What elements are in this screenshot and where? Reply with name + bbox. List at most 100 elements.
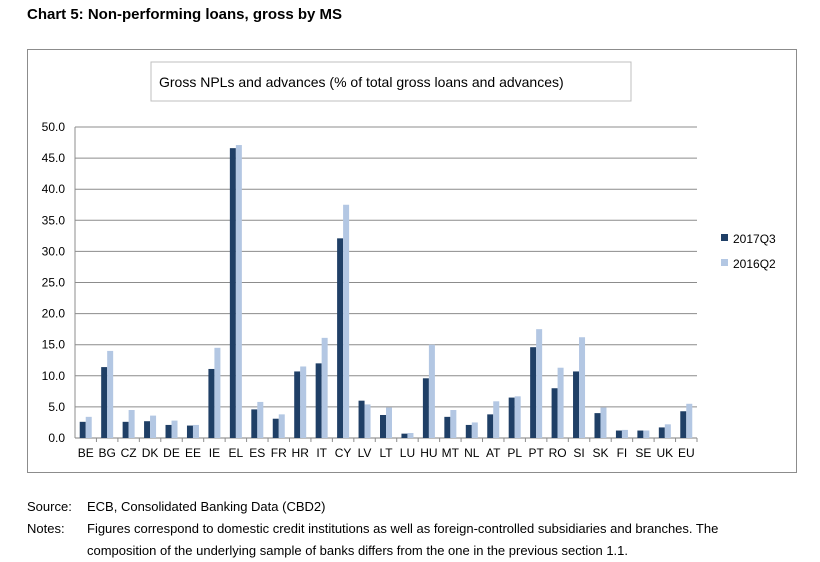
bar-2016Q2-DK bbox=[150, 415, 157, 438]
bar-2016Q2-EU bbox=[686, 403, 693, 438]
bar-2017Q3-PT bbox=[530, 347, 537, 438]
bar-2017Q3-LU bbox=[401, 433, 408, 438]
bar-2016Q2-ES bbox=[257, 401, 264, 438]
x-tick-label: EE bbox=[185, 446, 201, 460]
footer: Source: ECB, Consolidated Banking Data (… bbox=[27, 496, 787, 562]
bar-2017Q3-CY bbox=[337, 238, 344, 438]
x-tick-label: LV bbox=[358, 446, 372, 460]
bar-2017Q3-HR bbox=[294, 371, 301, 438]
y-tick-label: 0.0 bbox=[48, 431, 65, 445]
x-tick-label: EL bbox=[229, 446, 244, 460]
bar-2017Q3-FI bbox=[615, 430, 622, 438]
bar-2017Q3-EU bbox=[680, 411, 687, 438]
y-tick-label: 30.0 bbox=[42, 244, 66, 258]
x-tick-label: DE bbox=[163, 446, 180, 460]
x-tick-label: FR bbox=[271, 446, 287, 460]
x-tick-label: LT bbox=[379, 446, 393, 460]
chart-title: Gross NPLs and advances (% of total gros… bbox=[159, 74, 564, 90]
bar-2017Q3-EL bbox=[229, 148, 236, 438]
bar-2016Q2-EL bbox=[235, 145, 242, 438]
bar-2016Q2-UK bbox=[664, 424, 671, 438]
bar-2016Q2-HR bbox=[300, 366, 307, 438]
notes-row: Notes: Figures correspond to domestic cr… bbox=[27, 518, 787, 562]
legend-label: 2016Q2 bbox=[733, 257, 776, 271]
bar-2017Q3-MT bbox=[444, 416, 451, 438]
y-tick-label: 35.0 bbox=[42, 213, 66, 227]
y-tick-label: 15.0 bbox=[42, 338, 66, 352]
bar-2016Q2-HU bbox=[428, 344, 435, 438]
bar-2016Q2-AT bbox=[493, 401, 500, 438]
y-tick-label: 5.0 bbox=[48, 400, 65, 414]
x-tick-label: AT bbox=[486, 446, 501, 460]
bar-2016Q2-EE bbox=[192, 424, 199, 438]
bar-2016Q2-SI bbox=[579, 337, 586, 438]
bar-2017Q3-ES bbox=[251, 409, 258, 438]
bar-2017Q3-DE bbox=[165, 424, 172, 438]
x-tick-label: EU bbox=[678, 446, 695, 460]
y-tick-label: 40.0 bbox=[42, 182, 66, 196]
bar-2017Q3-SE bbox=[637, 430, 644, 438]
x-tick-label: FI bbox=[617, 446, 628, 460]
bar-2017Q3-NL bbox=[465, 424, 472, 438]
chart-title-box bbox=[150, 61, 632, 102]
bar-2017Q3-FR bbox=[272, 418, 279, 438]
bar-2017Q3-PL bbox=[508, 397, 515, 438]
bar-2017Q3-DK bbox=[144, 421, 151, 438]
y-tick-label: 45.0 bbox=[42, 151, 66, 165]
bar-2016Q2-BG bbox=[107, 350, 114, 438]
bar-2016Q2-DE bbox=[171, 420, 178, 438]
bar-2016Q2-IE bbox=[214, 347, 221, 438]
x-tick-label: HU bbox=[420, 446, 437, 460]
bar-2017Q3-LT bbox=[380, 414, 386, 438]
x-tick-label: IE bbox=[209, 446, 220, 460]
x-tick-label: SI bbox=[573, 446, 584, 460]
bar-2017Q3-LV bbox=[358, 400, 365, 438]
legend-swatch bbox=[721, 234, 728, 241]
bar-2017Q3-AT bbox=[487, 414, 494, 438]
x-tick-label: CZ bbox=[121, 446, 137, 460]
bar-chart: Gross NPLs and advances (% of total gros… bbox=[42, 61, 776, 460]
bar-2017Q3-EE bbox=[186, 425, 193, 438]
y-tick-label: 20.0 bbox=[42, 307, 66, 321]
bar-2016Q2-SK bbox=[600, 407, 607, 438]
bar-2016Q2-CZ bbox=[128, 410, 135, 438]
x-tick-label: PL bbox=[507, 446, 522, 460]
bar-2016Q2-FI bbox=[621, 429, 628, 438]
x-tick-label: PT bbox=[528, 446, 544, 460]
x-tick-label: CY bbox=[335, 446, 352, 460]
x-tick-label: HR bbox=[292, 446, 310, 460]
bar-2017Q3-IT bbox=[315, 363, 322, 438]
x-tick-label: BE bbox=[78, 446, 94, 460]
bar-2016Q2-CY bbox=[343, 204, 350, 438]
y-tick-label: 50.0 bbox=[42, 120, 66, 134]
bar-2017Q3-CZ bbox=[122, 421, 129, 438]
x-tick-label: SK bbox=[592, 446, 608, 460]
x-tick-label: DK bbox=[142, 446, 159, 460]
bar-2017Q3-IE bbox=[208, 368, 215, 438]
x-tick-label: MT bbox=[442, 446, 460, 460]
bar-2016Q2-BE bbox=[85, 416, 92, 438]
source-label: Source: bbox=[27, 499, 72, 514]
bar-2016Q2-SE bbox=[643, 430, 650, 438]
x-tick-label: RO bbox=[549, 446, 567, 460]
y-tick-label: 25.0 bbox=[42, 276, 66, 290]
bar-2017Q3-UK bbox=[658, 427, 665, 438]
x-tick-label: BG bbox=[99, 446, 116, 460]
bar-2016Q2-LU bbox=[407, 433, 414, 438]
notes-text: Figures correspond to domestic credit in… bbox=[87, 521, 719, 558]
bar-2017Q3-HU bbox=[422, 378, 429, 438]
x-tick-label: NL bbox=[464, 446, 480, 460]
bar-2016Q2-RO bbox=[557, 367, 564, 438]
chart-frame: Gross NPLs and advances (% of total gros… bbox=[27, 49, 797, 473]
x-tick-label: UK bbox=[656, 446, 673, 460]
bar-2016Q2-FR bbox=[278, 414, 285, 438]
x-tick-label: ES bbox=[249, 446, 265, 460]
source-row: Source: ECB, Consolidated Banking Data (… bbox=[27, 496, 787, 518]
y-tick-label: 10.0 bbox=[42, 369, 66, 383]
bar-2016Q2-PL bbox=[514, 396, 521, 438]
notes-label: Notes: bbox=[27, 521, 65, 536]
bar-2017Q3-SK bbox=[594, 413, 601, 438]
legend-label: 2017Q3 bbox=[733, 232, 776, 246]
source-text: ECB, Consolidated Banking Data (CBD2) bbox=[87, 499, 326, 514]
bar-2016Q2-IT bbox=[321, 337, 328, 438]
